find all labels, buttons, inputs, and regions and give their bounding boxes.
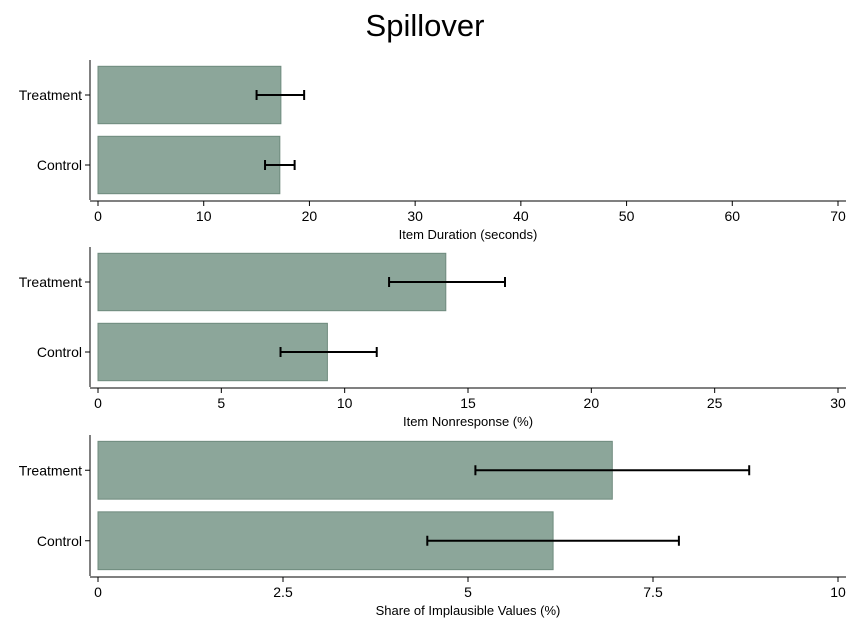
x-tick-label: 5 — [217, 395, 225, 411]
x-axis-title: Share of Implausible Values (%) — [376, 603, 561, 618]
x-tick-label: 60 — [724, 208, 740, 224]
bar-treatment — [97, 252, 447, 312]
x-tick-label: 10 — [830, 584, 846, 600]
category-label-treatment: Treatment — [19, 87, 82, 103]
category-label-treatment: Treatment — [19, 274, 82, 290]
x-tick-label: 7.5 — [643, 584, 663, 600]
x-tick-label: 20 — [584, 395, 600, 411]
chart-title: Spillover — [365, 8, 485, 43]
category-label-control: Control — [37, 157, 82, 173]
x-tick-label: 0 — [94, 208, 102, 224]
bar-treatment — [97, 65, 282, 125]
x-axis-title: Item Nonresponse (%) — [403, 414, 533, 429]
category-label-control: Control — [37, 344, 82, 360]
x-tick-label: 2.5 — [273, 584, 293, 600]
x-tick-label: 70 — [830, 208, 846, 224]
x-tick-label: 30 — [830, 395, 846, 411]
x-tick-label: 25 — [707, 395, 723, 411]
x-tick-label: 0 — [94, 395, 102, 411]
x-tick-label: 5 — [464, 584, 472, 600]
x-axis-title: Item Duration (seconds) — [399, 227, 538, 242]
x-tick-label: 15 — [460, 395, 476, 411]
x-tick-label: 0 — [94, 584, 102, 600]
bar-control — [97, 135, 281, 195]
x-tick-label: 10 — [196, 208, 212, 224]
category-label-treatment: Treatment — [19, 462, 82, 478]
x-tick-label: 10 — [337, 395, 353, 411]
x-tick-label: 40 — [513, 208, 529, 224]
x-tick-label: 20 — [302, 208, 318, 224]
x-tick-label: 50 — [619, 208, 635, 224]
x-tick-label: 30 — [407, 208, 423, 224]
category-label-control: Control — [37, 533, 82, 549]
